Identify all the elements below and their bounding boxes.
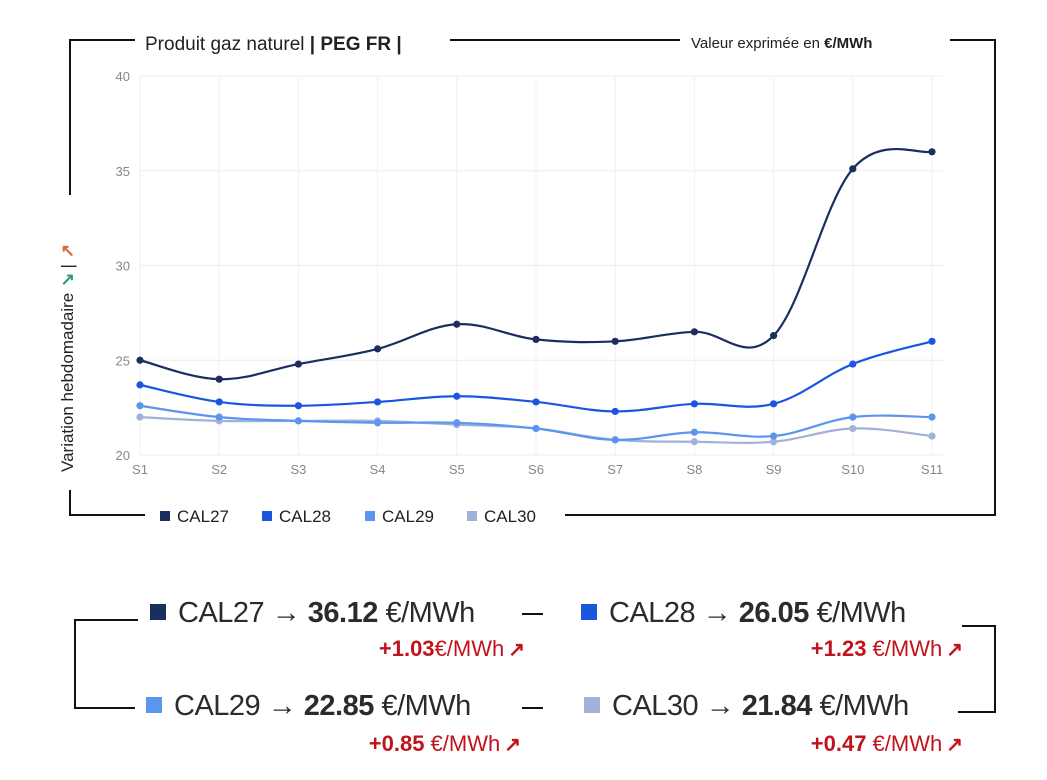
x-tick-label: S9 [766, 462, 782, 477]
data-point-cal28-s11[interactable] [928, 338, 935, 345]
legend-swatch-cal29 [365, 511, 375, 521]
data-point-cal28-s7[interactable] [612, 408, 619, 415]
data-point-cal27-s11[interactable] [928, 148, 935, 155]
chart-title: Produit gaz naturel | PEG FR | [145, 34, 402, 55]
chart-frame [70, 40, 995, 515]
cal27-swatch [150, 604, 166, 620]
data-point-cal29-s2[interactable] [216, 414, 223, 421]
data-point-cal28-s2[interactable] [216, 398, 223, 405]
x-tick-label: S2 [211, 462, 227, 477]
cal28-swatch [581, 604, 597, 620]
data-point-cal28-s10[interactable] [849, 360, 856, 367]
legend-label-cal30[interactable]: CAL30 [484, 507, 536, 526]
y-ticks: 20 25 30 35 40 [116, 69, 130, 463]
change-cal28: +1.23 €/MWh ↗ [811, 636, 963, 662]
x-tick-label: S1 [132, 462, 148, 477]
data-point-cal28-s4[interactable] [374, 398, 381, 405]
legend-label-cal28[interactable]: CAL28 [279, 507, 331, 526]
x-tick-label: S8 [686, 462, 702, 477]
data-point-cal30-s8[interactable] [691, 438, 698, 445]
x-tick-label: S11 [921, 462, 943, 477]
trend-up-icon: ↗ [946, 639, 963, 661]
data-point-cal27-s5[interactable] [453, 321, 460, 328]
summary-cal28: CAL28 → 26.05 €/MWh [581, 597, 906, 630]
legend-label-cal29[interactable]: CAL29 [382, 507, 434, 526]
legend-swatch-cal28 [262, 511, 272, 521]
summary-cal29: CAL29 → 22.85 €/MWh [146, 690, 471, 723]
data-point-cal29-s6[interactable] [532, 425, 539, 432]
change-cal29: +0.85 €/MWh ↗ [369, 731, 521, 757]
y-tick-label: 35 [116, 164, 130, 179]
legend-label-cal27[interactable]: CAL27 [177, 507, 229, 526]
x-tick-label: S3 [290, 462, 306, 477]
trend-down-icon: ↘ [58, 273, 77, 287]
change-cal30: +0.47 €/MWh ↗ [811, 731, 963, 757]
y-tick-label: 30 [116, 259, 130, 274]
x-tick-label: S5 [449, 462, 465, 477]
data-point-cal29-s11[interactable] [928, 414, 935, 421]
data-point-cal27-s10[interactable] [849, 165, 856, 172]
chart-canvas: Produit gaz naturel | PEG FR | Valeur ex… [0, 0, 1047, 780]
data-point-cal29-s9[interactable] [770, 432, 777, 439]
trend-up-icon: ↗ [504, 734, 521, 756]
data-point-cal30-s1[interactable] [136, 414, 143, 421]
data-point-cal27-s3[interactable] [295, 360, 302, 367]
trend-up-icon: ↗ [946, 734, 963, 756]
data-point-cal29-s7[interactable] [612, 436, 619, 443]
data-point-cal27-s9[interactable] [770, 332, 777, 339]
unit-caption: Valeur exprimée en €/MWh [691, 35, 872, 52]
data-point-cal29-s3[interactable] [295, 417, 302, 424]
y-tick-label: 40 [116, 69, 130, 84]
grid-lines [140, 76, 943, 455]
data-point-cal28-s6[interactable] [532, 398, 539, 405]
data-point-cal30-s11[interactable] [928, 432, 935, 439]
summary-cal30: CAL30 → 21.84 €/MWh [584, 690, 909, 723]
data-point-cal30-s10[interactable] [849, 425, 856, 432]
data-point-cal28-s3[interactable] [295, 402, 302, 409]
x-tick-label: S4 [370, 462, 386, 477]
trend-up-icon: ↗ [508, 639, 525, 661]
y-tick-label: 20 [116, 448, 130, 463]
data-point-cal28-s1[interactable] [136, 381, 143, 388]
data-point-cal29-s4[interactable] [374, 419, 381, 426]
data-point-cal27-s1[interactable] [136, 357, 143, 364]
data-point-cal28-s8[interactable] [691, 400, 698, 407]
legend-swatch-cal30 [467, 511, 477, 521]
x-tick-label: S6 [528, 462, 544, 477]
trend-up-icon: ↗ [58, 244, 77, 258]
data-point-cal28-s5[interactable] [453, 393, 460, 400]
data-point-cal28-s9[interactable] [770, 400, 777, 407]
data-point-cal29-s5[interactable] [453, 419, 460, 426]
x-tick-label: S10 [841, 462, 864, 477]
x-tick-label: S7 [607, 462, 623, 477]
x-ticks: S1 S2 S3 S4 S5 S6 S7 S8 S9 S10 S11 [132, 462, 943, 477]
data-point-cal27-s8[interactable] [691, 328, 698, 335]
data-point-cal29-s8[interactable] [691, 429, 698, 436]
data-point-cal27-s4[interactable] [374, 345, 381, 352]
data-point-cal27-s6[interactable] [532, 336, 539, 343]
cal29-swatch [146, 697, 162, 713]
legend-swatch-cal27 [160, 511, 170, 521]
data-point-cal29-s10[interactable] [849, 414, 856, 421]
data-point-cal29-s1[interactable] [136, 402, 143, 409]
y-axis-label: Variation hebdomadaire↘|↗ [58, 244, 77, 472]
cal30-swatch [584, 697, 600, 713]
data-point-cal27-s2[interactable] [216, 376, 223, 383]
legend: CAL27 CAL28 CAL29 CAL30 [160, 507, 536, 526]
y-tick-label: 25 [116, 353, 130, 368]
data-point-cal27-s7[interactable] [612, 338, 619, 345]
summary-cal27: CAL27 → 36.12 €/MWh [150, 597, 475, 630]
change-cal27: +1.03€/MWh ↗ [379, 636, 525, 662]
